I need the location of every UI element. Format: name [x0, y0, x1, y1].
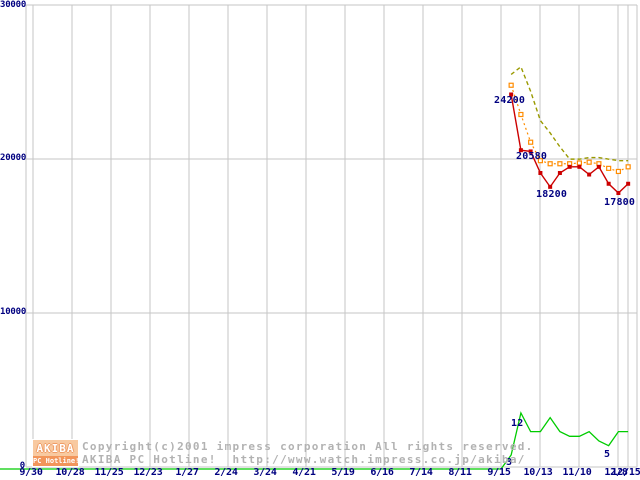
x-tick-label: 3/24 — [253, 467, 277, 478]
x-tick-label: 12/15 — [611, 467, 640, 478]
x-tick-label: 7/14 — [409, 467, 433, 478]
x-tick-label: 8/11 — [448, 467, 472, 478]
y-tick-label: 0 — [19, 461, 25, 471]
x-tick-label: 12/8 — [604, 467, 628, 478]
x-tick-label: 4/21 — [292, 467, 316, 478]
annotation-5: 5 — [604, 449, 611, 460]
annotation-24200: 24200 — [494, 95, 526, 106]
x-tick-label: 9/30 — [19, 467, 43, 478]
y-tick-label: 10000 — [0, 307, 27, 318]
copyright-line-2: AKIBA PC Hotline! http://www.watch.impre… — [82, 453, 526, 466]
x-tick-label: 2/24 — [214, 467, 238, 478]
copyright-line-1: Copyright(c)2001 impress corporation All… — [82, 440, 534, 453]
annotation-17800: 17800 — [604, 197, 636, 208]
annotation-20580: 20580 — [516, 151, 548, 162]
x-tick-label: 6/16 — [370, 467, 394, 478]
x-tick-label: 5/19 — [331, 467, 355, 478]
x-tick-label: 10/13 — [523, 467, 553, 478]
x-tick-label: 10/28 — [55, 467, 85, 478]
logo-pc-hotline-text: PC Hotline! — [33, 456, 78, 466]
x-tick-label: 11/10 — [562, 467, 592, 478]
annotation-3: 3 — [506, 457, 513, 468]
akiba-pc-hotline-logo: AKIBA PC Hotline! — [32, 439, 79, 467]
annotation-12: 12 — [511, 418, 524, 429]
y-tick-label: 20000 — [0, 153, 27, 164]
x-tick-label: 9/15 — [487, 467, 511, 478]
y-tick-label: 30000 — [0, 0, 27, 10]
x-tick-label: 11/25 — [94, 467, 124, 478]
x-tick-label: 1/27 — [175, 467, 199, 478]
x-tick-label: 12/23 — [133, 467, 163, 478]
annotation-18200: 18200 — [536, 189, 568, 200]
logo-akiba-text: AKIBA — [36, 442, 75, 455]
